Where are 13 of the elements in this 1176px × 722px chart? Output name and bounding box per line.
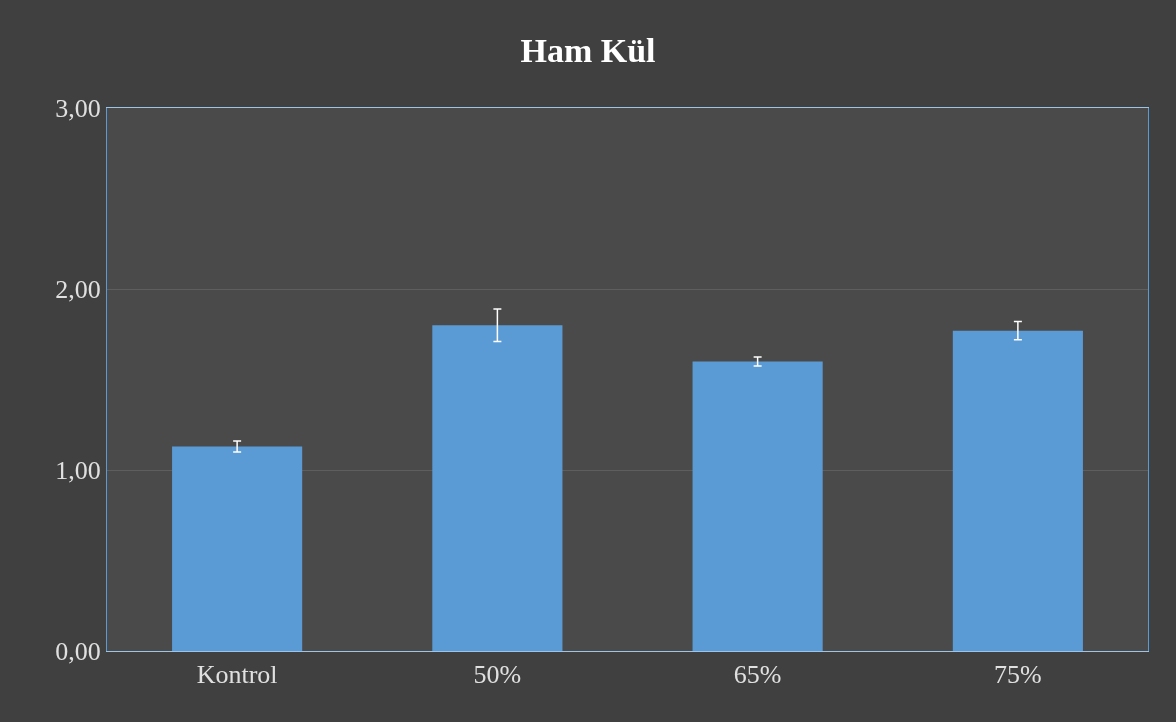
x-tick-label: 50%	[473, 660, 522, 690]
y-tick-label: 1,00	[55, 456, 101, 486]
x-tick-label: 65%	[733, 660, 782, 690]
y-tick-label: 0,00	[55, 637, 101, 667]
x-tick-label: 75%	[994, 660, 1042, 690]
chart-title: Ham Kül	[520, 32, 656, 70]
bar	[692, 361, 823, 651]
y-tick-label: 2,00	[55, 275, 101, 305]
bar	[952, 330, 1083, 651]
x-tick-label: Kontrol	[196, 660, 278, 690]
y-tick-label: 3,00	[55, 94, 101, 124]
bar	[172, 446, 303, 651]
bar	[432, 325, 563, 651]
